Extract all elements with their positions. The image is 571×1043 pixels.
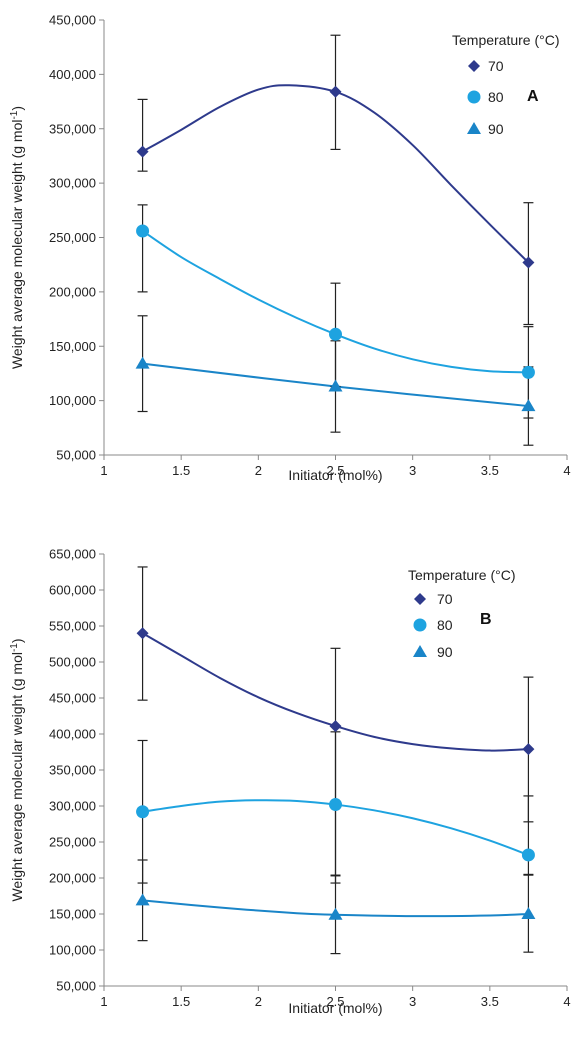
x-tick-label: 2 <box>255 463 262 478</box>
data-point-diamond <box>329 720 342 733</box>
legend-marker-circle <box>467 90 481 104</box>
legend-marker-triangle <box>467 122 481 134</box>
x-tick-label: 1.5 <box>172 994 190 1009</box>
y-tick-label: 600,000 <box>49 583 96 598</box>
chart-panel-a: 50,000 100,000 150,000 200,000 250,000 300,00… <box>9 13 571 484</box>
y-axis-label: Weight average molecular weight (g mol-1… <box>9 106 25 369</box>
legend-entry-80: 80 <box>437 617 453 633</box>
y-tick-label: 400,000 <box>49 727 96 742</box>
chart-panel-b: 50,000 100,000 150,000 200,000 250,000 300,00… <box>9 547 571 1017</box>
y-tick-label: 650,000 <box>49 547 96 562</box>
legend-entry-80: 80 <box>488 89 504 105</box>
y-tick-label: 450,000 <box>49 13 96 28</box>
legend-entry-70: 70 <box>437 591 453 607</box>
series-70-points <box>136 627 535 756</box>
y-axis-label-end: ) <box>9 638 25 643</box>
data-point-triangle <box>521 907 536 919</box>
y-axis-label-main: Weight average molecular weight (g mol <box>9 120 25 370</box>
x-tick-label: 2.5 <box>326 994 344 1009</box>
x-tick-label: 4 <box>563 463 570 478</box>
y-tick-label: 350,000 <box>49 763 96 778</box>
y-tick-label: 500,000 <box>49 655 96 670</box>
x-tick-label: 3 <box>409 994 416 1009</box>
legend-entry-70: 70 <box>488 58 504 74</box>
data-point-diamond <box>522 256 535 269</box>
y-tick-label: 50,000 <box>56 448 96 463</box>
data-point-circle <box>521 848 535 862</box>
series-70-points <box>136 85 535 269</box>
legend-marker-circle <box>413 618 427 632</box>
x-tick-label: 3.5 <box>481 463 499 478</box>
legend-entry-90: 90 <box>437 644 453 660</box>
data-point-circle <box>329 798 342 812</box>
y-tick-label: 200,000 <box>49 284 96 299</box>
series-90-points <box>135 356 536 412</box>
y-axis-label-end: ) <box>9 106 25 111</box>
x-tick-label: 4 <box>563 994 570 1009</box>
y-tick-label: 300,000 <box>49 176 96 191</box>
legend-marker-diamond <box>414 593 426 605</box>
y-tick-label: 350,000 <box>49 121 96 136</box>
legend-title: Temperature (°C) <box>408 567 516 583</box>
legend: Temperature (°C) 70 80 90 <box>452 32 560 137</box>
y-axis-label-superscript: -1 <box>9 110 20 119</box>
y-axis-label-main: Weight average molecular weight (g mol <box>9 652 25 902</box>
legend-title: Temperature (°C) <box>452 32 560 48</box>
x-tick-label: 2.5 <box>326 463 344 478</box>
y-tick-label: 200,000 <box>49 871 96 886</box>
y-tick-label: 150,000 <box>49 907 96 922</box>
y-tick-label: 150,000 <box>49 339 96 354</box>
series-70-errorbars <box>137 34 534 326</box>
series-90-points <box>135 893 536 920</box>
y-tick-label: 100,000 <box>49 393 96 408</box>
legend-marker-diamond <box>468 60 480 72</box>
y-axis-label-superscript: -1 <box>9 643 20 652</box>
y-tick-label: 100,000 <box>49 943 96 958</box>
x-tick-label: 2 <box>255 994 262 1009</box>
data-point-diamond <box>522 743 535 756</box>
y-tick-label: 400,000 <box>49 67 96 82</box>
y-tick-label: 550,000 <box>49 619 96 634</box>
x-tick-label: 1 <box>100 994 107 1009</box>
panel-label: B <box>480 611 492 628</box>
data-point-circle <box>136 805 150 819</box>
series-80-points <box>136 224 535 379</box>
x-axis-label: Initiator (mol%) <box>288 467 382 483</box>
x-tick-label: 3.5 <box>481 994 499 1009</box>
y-tick-label: 300,000 <box>49 799 96 814</box>
legend-entry-90: 90 <box>488 121 504 137</box>
series-80-points <box>136 798 535 862</box>
data-point-diamond <box>136 627 149 640</box>
y-tick-label: 50,000 <box>56 979 96 994</box>
y-tick-label: 250,000 <box>49 230 96 245</box>
data-point-triangle <box>328 379 343 392</box>
data-point-circle <box>136 224 150 238</box>
data-point-diamond <box>136 145 149 158</box>
legend-marker-triangle <box>413 645 427 657</box>
legend: Temperature (°C) 70 80 90 <box>408 567 516 660</box>
panel-label: A <box>527 88 539 105</box>
data-point-triangle <box>521 399 536 412</box>
x-tick-label: 1 <box>100 463 107 478</box>
data-point-triangle <box>328 907 343 920</box>
y-tick-label: 450,000 <box>49 691 96 706</box>
x-axis-label: Initiator (mol%) <box>288 1000 382 1016</box>
data-point-triangle <box>135 356 150 369</box>
data-point-circle <box>329 327 342 341</box>
data-point-circle <box>521 365 535 379</box>
data-point-diamond <box>329 85 342 98</box>
y-axis-label: Weight average molecular weight (g mol-1… <box>9 638 25 901</box>
x-tick-label: 1.5 <box>172 463 190 478</box>
x-tick-label: 3 <box>409 463 416 478</box>
data-point-triangle <box>135 893 150 906</box>
y-tick-label: 250,000 <box>49 835 96 850</box>
